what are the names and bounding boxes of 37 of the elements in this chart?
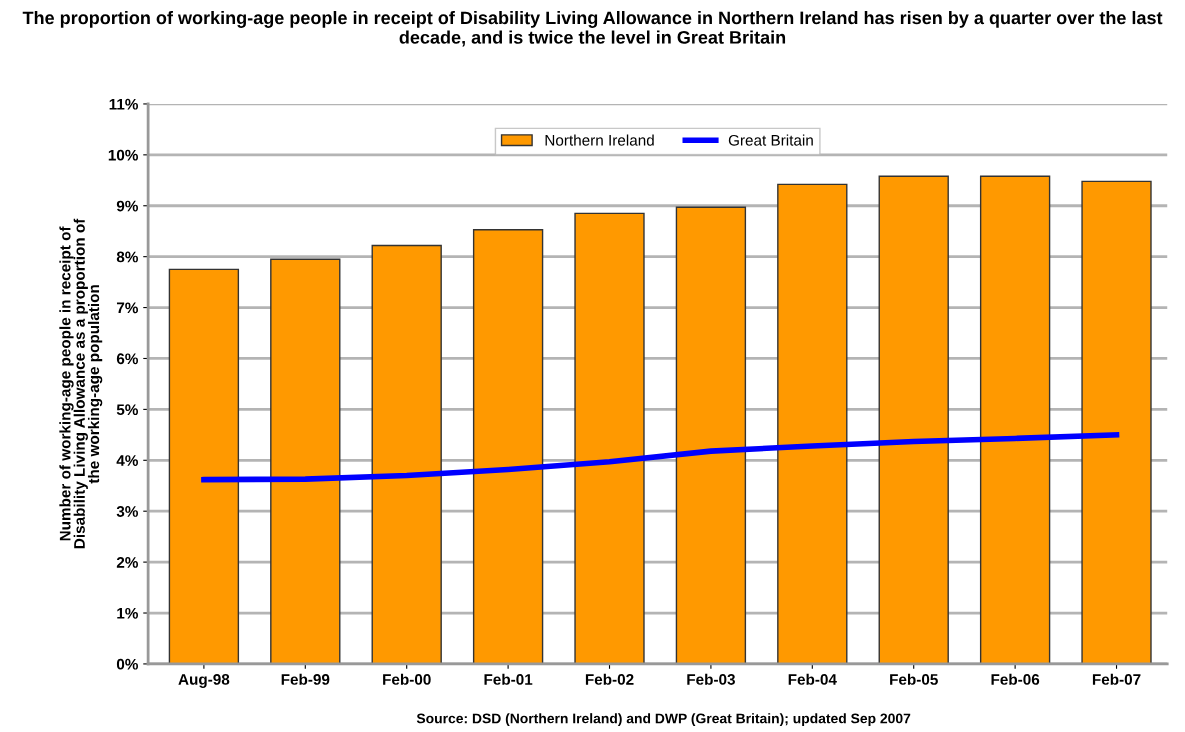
y-tick-label: 4% (116, 455, 138, 466)
bar (574, 212, 645, 664)
legend-label: Great Britain (728, 134, 813, 146)
bar (270, 258, 341, 664)
y-tick-label: 0% (116, 658, 138, 670)
y-tick-label: 2% (116, 556, 138, 568)
y-tick-label: 11% (109, 98, 138, 110)
y-tick-label: 7% (116, 302, 138, 314)
x-tick-label: Feb-01 (484, 673, 533, 685)
bar (777, 183, 848, 664)
x-tick-label: Feb-02 (585, 673, 634, 685)
y-tick-label: 5% (116, 404, 138, 416)
bar (472, 228, 544, 664)
bar (371, 244, 442, 664)
legend-label: Northern Ireland (545, 134, 654, 146)
y-tick-label: 8% (116, 251, 138, 263)
bar (168, 268, 240, 664)
x-tick-label: Feb-99 (281, 673, 330, 685)
y-tick-label: 10% (108, 149, 138, 161)
x-tick-label: Feb-06 (991, 673, 1040, 685)
y-tick-label: 6% (116, 353, 138, 365)
x-tick-label: Feb-07 (1092, 673, 1141, 685)
bar (979, 175, 1051, 664)
y-axis-title: Number of working-age people in receipt of Disability Living Allowance as a proportion of the working-age population (59, 218, 103, 549)
source-note: Source: DSD (Northern Ireland) and DWP (Great Britain); updated Sep 2007 (416, 713, 911, 727)
y-tick-label: 1% (117, 607, 138, 619)
bar (1081, 180, 1152, 664)
x-tick-label: Feb-03 (687, 673, 735, 685)
chart-title: The proportion of working-age people in receipt of Disability Living Allowance in Northern Ireland has risen by a quarter over the last decade, and is twice the level in Great Britain (22, 10, 1163, 47)
y-tick-label: 3% (116, 506, 138, 517)
x-tick-label: Feb-00 (383, 673, 431, 685)
x-tick-label: Feb-04 (788, 673, 837, 685)
y-tick-label: 9% (116, 200, 138, 212)
bar (878, 175, 949, 664)
x-tick-label: Feb-05 (890, 673, 938, 685)
bar (675, 206, 747, 664)
x-tick-label: Aug-98 (178, 673, 230, 688)
